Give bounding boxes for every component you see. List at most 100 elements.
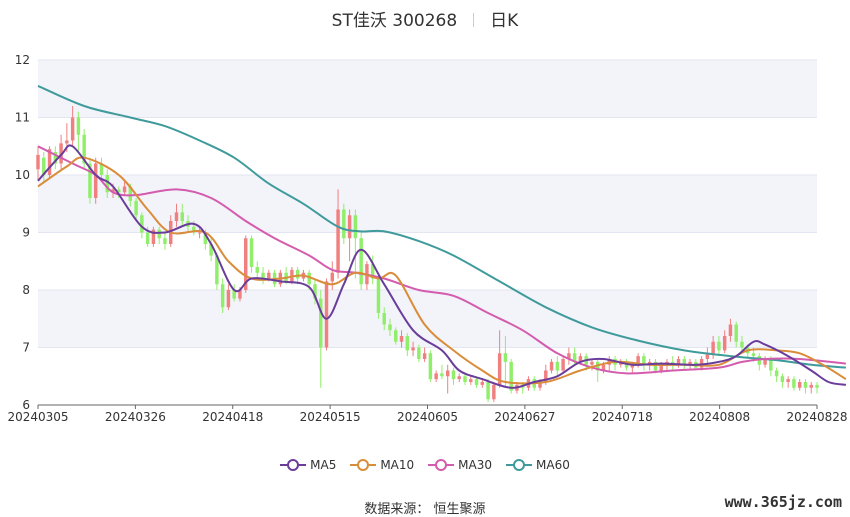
candle-body	[445, 370, 450, 377]
candle	[36, 146, 40, 181]
candle-body	[134, 200, 138, 216]
candle	[417, 344, 421, 362]
candle-body	[492, 384, 496, 400]
candle-body	[509, 361, 513, 391]
candle	[792, 376, 796, 391]
candle	[676, 356, 681, 368]
candle-body	[763, 359, 767, 365]
candle	[359, 232, 363, 290]
candle-body	[578, 356, 583, 362]
candle	[93, 157, 98, 204]
candle-body	[336, 209, 340, 273]
candle	[757, 353, 762, 371]
legend-item-ma5[interactable]: MA5	[280, 458, 336, 472]
candle	[249, 235, 254, 273]
candle-body	[786, 379, 790, 382]
candle	[555, 356, 560, 377]
candle-body	[411, 347, 415, 351]
candle-body	[117, 189, 121, 193]
candle-body	[486, 382, 490, 400]
candle-body	[769, 359, 773, 371]
candle	[330, 261, 335, 290]
background-bands	[38, 60, 817, 348]
candle-body	[434, 373, 438, 380]
candle-body	[676, 359, 681, 365]
period-tab[interactable]: 日K	[490, 11, 519, 31]
legend-label: MA60	[536, 458, 570, 472]
candle	[180, 203, 184, 227]
candle-body	[792, 379, 796, 388]
legend-marker-icon	[428, 459, 455, 471]
candle-body	[474, 379, 479, 385]
candle-body	[209, 244, 213, 256]
legend-item-ma30[interactable]: MA30	[428, 458, 492, 472]
candle-body	[705, 353, 710, 359]
y-tick-label: 6	[22, 398, 30, 412]
candle	[82, 129, 86, 170]
candle-body	[734, 324, 738, 342]
candle	[480, 379, 485, 388]
candle-body	[370, 264, 375, 279]
candle-body	[757, 356, 762, 365]
candle-body	[220, 284, 225, 308]
candle	[157, 226, 161, 244]
candle-body	[111, 189, 115, 193]
candle-body	[324, 281, 329, 348]
candle-body	[65, 140, 69, 144]
candle-body	[347, 215, 352, 239]
candle-body	[88, 163, 92, 198]
candle-body	[642, 356, 646, 365]
candle	[492, 382, 496, 403]
candle-body	[417, 347, 421, 359]
candle	[226, 284, 231, 311]
candle-body	[180, 212, 184, 221]
candle-body	[353, 215, 358, 239]
candle-body	[307, 272, 311, 285]
ma-lines	[37, 84, 847, 389]
candle-body	[215, 255, 219, 285]
candle-body	[797, 382, 802, 388]
candle-body	[428, 353, 433, 380]
candle	[353, 209, 358, 279]
y-axis: 6 7 8 9 10 11 12	[15, 53, 30, 412]
candle-body	[319, 298, 323, 348]
candle-body	[809, 384, 813, 388]
candle	[411, 341, 415, 357]
candle-body	[151, 229, 156, 244]
candle	[763, 356, 767, 368]
y-tick-label: 9	[22, 226, 30, 240]
candle-body	[261, 272, 265, 279]
candle	[497, 330, 502, 388]
candle	[394, 327, 398, 345]
candle-body	[463, 376, 467, 382]
legend: MA5 MA10 MA30 MA60	[0, 458, 850, 472]
candle	[399, 330, 404, 348]
candle-body	[82, 134, 86, 164]
candle	[117, 186, 121, 198]
legend-marker-icon	[506, 459, 533, 471]
y-tick-label: 12	[15, 53, 30, 67]
candle	[324, 278, 329, 351]
band	[38, 290, 817, 348]
legend-item-ma60[interactable]: MA60	[506, 458, 570, 472]
candle-body	[497, 353, 502, 385]
candle-body	[295, 269, 300, 279]
candle	[59, 134, 63, 170]
y-tick-label: 8	[22, 283, 30, 297]
candle	[440, 364, 444, 380]
candle	[388, 318, 392, 336]
candle	[774, 367, 779, 382]
candle	[370, 255, 375, 285]
candle-body	[440, 373, 444, 377]
chart-title: ST佳沃 300268 日K	[0, 6, 850, 31]
legend-marker-icon	[280, 459, 307, 471]
candle	[232, 284, 236, 302]
candle-body	[659, 364, 663, 371]
candle	[734, 321, 738, 348]
y-tick-label: 10	[15, 168, 30, 182]
legend-item-ma10[interactable]: MA10	[350, 458, 414, 472]
candle	[434, 370, 438, 382]
candle-body	[197, 232, 202, 234]
candle-body	[244, 238, 248, 290]
